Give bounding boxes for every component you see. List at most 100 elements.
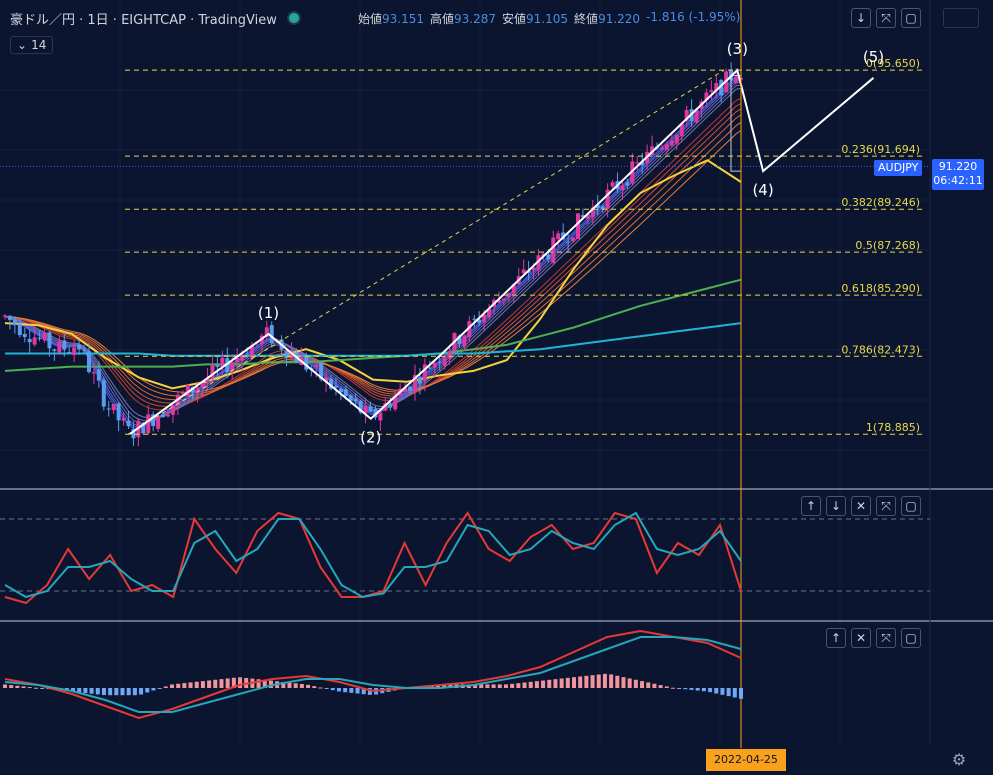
- candle: [501, 298, 506, 301]
- candle: [12, 319, 17, 326]
- chevron-down-icon: ⌄: [17, 38, 28, 52]
- candle: [353, 398, 358, 402]
- down-arrow-icon[interactable]: ↓: [826, 496, 846, 516]
- toolbar-box[interactable]: [943, 8, 979, 28]
- collapse-icon[interactable]: ⤧: [876, 496, 896, 516]
- stochastic-line: [4, 511, 742, 599]
- candle: [170, 404, 175, 415]
- candle: [531, 267, 536, 271]
- macd-bar: [3, 684, 7, 688]
- candle: [225, 358, 230, 373]
- candle: [575, 213, 580, 239]
- ema-line-slow: [4, 130, 742, 393]
- candle: [324, 377, 329, 382]
- macd-bar: [324, 688, 329, 689]
- candle: [156, 416, 161, 429]
- ohlc-legend: 始値93.151 高値93.287 安値91.105 終値91.220 -1.8…: [358, 10, 740, 27]
- macd-bar: [182, 683, 187, 688]
- candle: [640, 161, 645, 166]
- maximize-icon[interactable]: ▢: [901, 628, 921, 648]
- candle: [511, 283, 516, 294]
- candle: [269, 325, 274, 343]
- chart-header: 豪ドル／円 · 1日 · EIGHTCAP · TradingView: [10, 9, 305, 28]
- candle: [215, 365, 220, 367]
- candle: [412, 375, 417, 392]
- macd-bar: [132, 688, 137, 696]
- macd-bar: [646, 682, 651, 688]
- macd-bar: [33, 687, 38, 689]
- macd-bar: [726, 688, 731, 697]
- candle: [496, 299, 501, 303]
- down-arrow-icon[interactable]: ↓: [851, 8, 871, 28]
- fib-level-label: 0.236(91.694): [841, 143, 920, 156]
- macd-bar: [268, 680, 273, 688]
- candle: [630, 161, 635, 184]
- candle: [284, 350, 289, 359]
- macd-bar: [442, 684, 447, 688]
- collapse-icon[interactable]: ⤧: [876, 628, 896, 648]
- candle: [625, 182, 630, 186]
- indicator-length: 14: [31, 38, 47, 52]
- candle: [195, 387, 200, 393]
- candle: [249, 345, 254, 359]
- candle: [62, 340, 67, 350]
- macd-bar: [71, 688, 76, 692]
- macd-bar: [485, 684, 490, 688]
- candle: [245, 354, 250, 357]
- macd-bar: [114, 688, 119, 696]
- macd-bar: [572, 677, 577, 688]
- candle: [403, 387, 408, 392]
- candle: [77, 344, 82, 350]
- symbol-title[interactable]: 豪ドル／円 · 1日 · EIGHTCAP · TradingView: [10, 12, 277, 28]
- candle: [185, 384, 190, 396]
- candle: [230, 362, 235, 372]
- candle: [566, 241, 571, 243]
- candle: [408, 386, 413, 391]
- macd-bar: [299, 683, 304, 688]
- candle: [432, 362, 437, 368]
- macd-bar: [534, 681, 539, 688]
- candle: [437, 362, 442, 364]
- macd-bar: [145, 688, 150, 693]
- fib-level-label: 0.786(82.473): [841, 343, 920, 356]
- macd-bar: [163, 686, 168, 688]
- candle: [86, 351, 91, 373]
- candle: [664, 144, 669, 150]
- candle: [659, 147, 664, 150]
- candle: [121, 418, 126, 421]
- maximize-icon[interactable]: ▢: [901, 496, 921, 516]
- macd-bar: [689, 688, 694, 690]
- macd-bar: [21, 686, 26, 688]
- ema-line-fast: [4, 79, 742, 426]
- macd-bar: [176, 683, 181, 688]
- candle: [131, 429, 136, 439]
- collapse-icon[interactable]: ⤧: [876, 8, 896, 28]
- candle: [388, 403, 393, 408]
- close-icon[interactable]: ✕: [851, 628, 871, 648]
- stochastic-line: [4, 511, 742, 605]
- up-arrow-icon[interactable]: ↑: [826, 628, 846, 648]
- candle: [32, 337, 37, 345]
- candle: [319, 362, 324, 380]
- candle: [447, 351, 452, 360]
- up-arrow-icon[interactable]: ↑: [801, 496, 821, 516]
- indicator-toggle[interactable]: ⌄ 14: [10, 36, 54, 54]
- candle: [551, 237, 556, 263]
- macd-bar: [336, 688, 341, 692]
- gear-icon[interactable]: ⚙: [951, 750, 967, 769]
- maximize-icon[interactable]: ▢: [901, 8, 921, 28]
- macd-bar: [355, 688, 360, 694]
- macd-bar: [27, 687, 32, 689]
- candle: [220, 357, 225, 367]
- candle: [289, 352, 294, 359]
- macd-bar: [219, 679, 224, 688]
- close-icon[interactable]: ✕: [851, 496, 871, 516]
- candle: [82, 349, 87, 351]
- candle: [348, 395, 353, 401]
- candle: [704, 92, 709, 101]
- candle: [27, 339, 32, 343]
- candle: [635, 162, 640, 164]
- candle: [595, 204, 600, 209]
